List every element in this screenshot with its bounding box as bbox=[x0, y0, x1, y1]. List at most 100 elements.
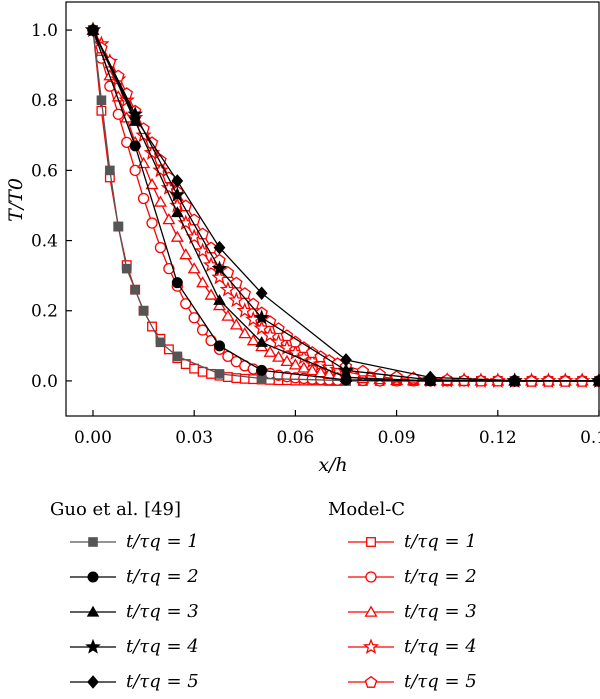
plot-frame bbox=[65, 1, 600, 417]
data-point-triangle bbox=[179, 248, 193, 260]
data-point-pentagon bbox=[230, 276, 243, 289]
legend-key-star bbox=[348, 637, 394, 654]
data-point-pentagon bbox=[263, 315, 277, 328]
data-point-triangle bbox=[339, 371, 353, 383]
y-tick-label: 0.6 bbox=[31, 161, 58, 181]
data-point-star bbox=[338, 362, 354, 378]
data-point-diamond bbox=[255, 286, 268, 300]
x-tick-label: 0.12 bbox=[479, 428, 517, 448]
series-line bbox=[92, 29, 599, 382]
data-point-square bbox=[96, 105, 107, 116]
axes: 0.00 0.03 0.06 0.09 0.12 0.15 0.0 0.2 0.4 0.6 0.8 1… bbox=[31, 1, 600, 448]
legend-label: t/τq = 5 bbox=[126, 671, 199, 692]
data-point-square bbox=[189, 363, 200, 374]
x-tick-label: 0.03 bbox=[175, 428, 213, 448]
data-point-pentagon bbox=[297, 341, 311, 354]
data-point-triangle bbox=[364, 605, 378, 617]
data-point-circle bbox=[163, 262, 175, 275]
data-point-triangle bbox=[280, 354, 294, 367]
data-point-triangle bbox=[263, 345, 277, 357]
y-tick-label: 1.0 bbox=[31, 21, 58, 41]
data-point-square bbox=[138, 305, 149, 316]
legend-key-pentagon bbox=[348, 675, 394, 688]
legend-title-guo: Guo et al. [49] bbox=[50, 499, 182, 520]
data-point-diamond bbox=[340, 353, 352, 367]
data-point-square bbox=[172, 351, 183, 362]
legend-label: t/τq = 3 bbox=[404, 601, 477, 622]
x-tick-label: 0.09 bbox=[378, 428, 416, 448]
data-point-triangle bbox=[153, 195, 167, 207]
data-point-circle bbox=[188, 312, 200, 324]
legend-guo: Guo et al. [49] t/τq = 1 t/τq = 2 t/τq =… bbox=[50, 496, 199, 699]
data-point-triangle bbox=[187, 262, 201, 274]
data-point-circle bbox=[171, 277, 183, 289]
data-point-square bbox=[121, 263, 132, 274]
data-point-star bbox=[253, 309, 270, 325]
data-point-square bbox=[248, 374, 259, 385]
data-point-square bbox=[366, 536, 376, 547]
data-point-circle bbox=[365, 570, 377, 583]
data-point-pentagon bbox=[280, 329, 294, 342]
data-point-diamond bbox=[213, 240, 226, 255]
data-point-circle bbox=[137, 192, 150, 205]
legend-key-circle bbox=[70, 571, 116, 582]
x-tick-label: 0.06 bbox=[276, 428, 314, 448]
y-tick-label: 0.2 bbox=[31, 302, 58, 322]
data-point-triangle bbox=[288, 358, 302, 370]
data-point-square bbox=[214, 369, 225, 379]
data-point-diamond bbox=[87, 674, 99, 689]
series-line bbox=[92, 29, 599, 382]
series-triangle-model-c bbox=[86, 23, 600, 386]
data-point-pentagon bbox=[364, 675, 378, 688]
data-point-triangle bbox=[229, 318, 243, 330]
data-point-circle bbox=[213, 340, 225, 352]
legend-label: t/τq = 4 bbox=[404, 636, 477, 657]
series-line bbox=[92, 29, 599, 382]
y-tick-label: 0.0 bbox=[31, 372, 58, 392]
legend-label: t/τq = 2 bbox=[404, 566, 477, 587]
legend-item: t/τq = 1 bbox=[328, 524, 477, 559]
legend-title-model-c: Model-C bbox=[328, 499, 406, 520]
data-point-triangle bbox=[170, 230, 184, 242]
legend-model-c: Model-C t/τq = 1 t/τq = 2 t/τq = 3 t/τq … bbox=[328, 496, 477, 699]
data-point-diamond bbox=[129, 111, 142, 125]
legend-key-diamond bbox=[70, 674, 116, 689]
x-tick-label: 0.00 bbox=[74, 428, 112, 448]
legend-item: t/τq = 5 bbox=[50, 664, 199, 699]
data-point-star bbox=[85, 638, 101, 654]
data-point-triangle bbox=[212, 298, 226, 311]
legend-label: t/τq = 1 bbox=[126, 531, 199, 552]
data-point-square bbox=[113, 221, 124, 232]
y-tick-label: 0.4 bbox=[31, 232, 58, 252]
data-point-triangle bbox=[171, 206, 184, 218]
data-point-triangle bbox=[305, 363, 319, 376]
data-point-circle bbox=[154, 241, 167, 254]
legend-label: t/τq = 5 bbox=[404, 671, 477, 692]
data-point-pentagon bbox=[356, 364, 370, 377]
data-point-square bbox=[96, 95, 107, 106]
data-point-circle bbox=[196, 324, 209, 336]
series-line bbox=[92, 29, 599, 382]
legend-item: t/τq = 1 bbox=[50, 524, 199, 559]
data-point-triangle bbox=[204, 288, 218, 300]
series-diamond-guo bbox=[87, 23, 600, 388]
data-point-circle bbox=[129, 140, 141, 152]
data-point-diamond bbox=[87, 23, 99, 37]
series-line bbox=[92, 29, 599, 382]
data-point-star bbox=[169, 186, 186, 202]
data-point-triangle bbox=[86, 605, 100, 617]
data-point-triangle bbox=[255, 336, 268, 347]
data-point-diamond bbox=[424, 370, 437, 385]
data-point-triangle bbox=[272, 350, 286, 362]
legend-key-triangle bbox=[348, 605, 394, 617]
series-line bbox=[92, 30, 599, 382]
y-axis-title: T/T0 bbox=[5, 178, 27, 222]
legend-key-star bbox=[70, 638, 116, 654]
legend-item: t/τq = 5 bbox=[328, 664, 477, 699]
data-point-square bbox=[155, 337, 166, 348]
legend-label: t/τq = 4 bbox=[126, 636, 199, 657]
legend-key-square bbox=[348, 536, 394, 547]
data-point-pentagon bbox=[289, 335, 302, 348]
data-point-triangle bbox=[238, 327, 252, 339]
